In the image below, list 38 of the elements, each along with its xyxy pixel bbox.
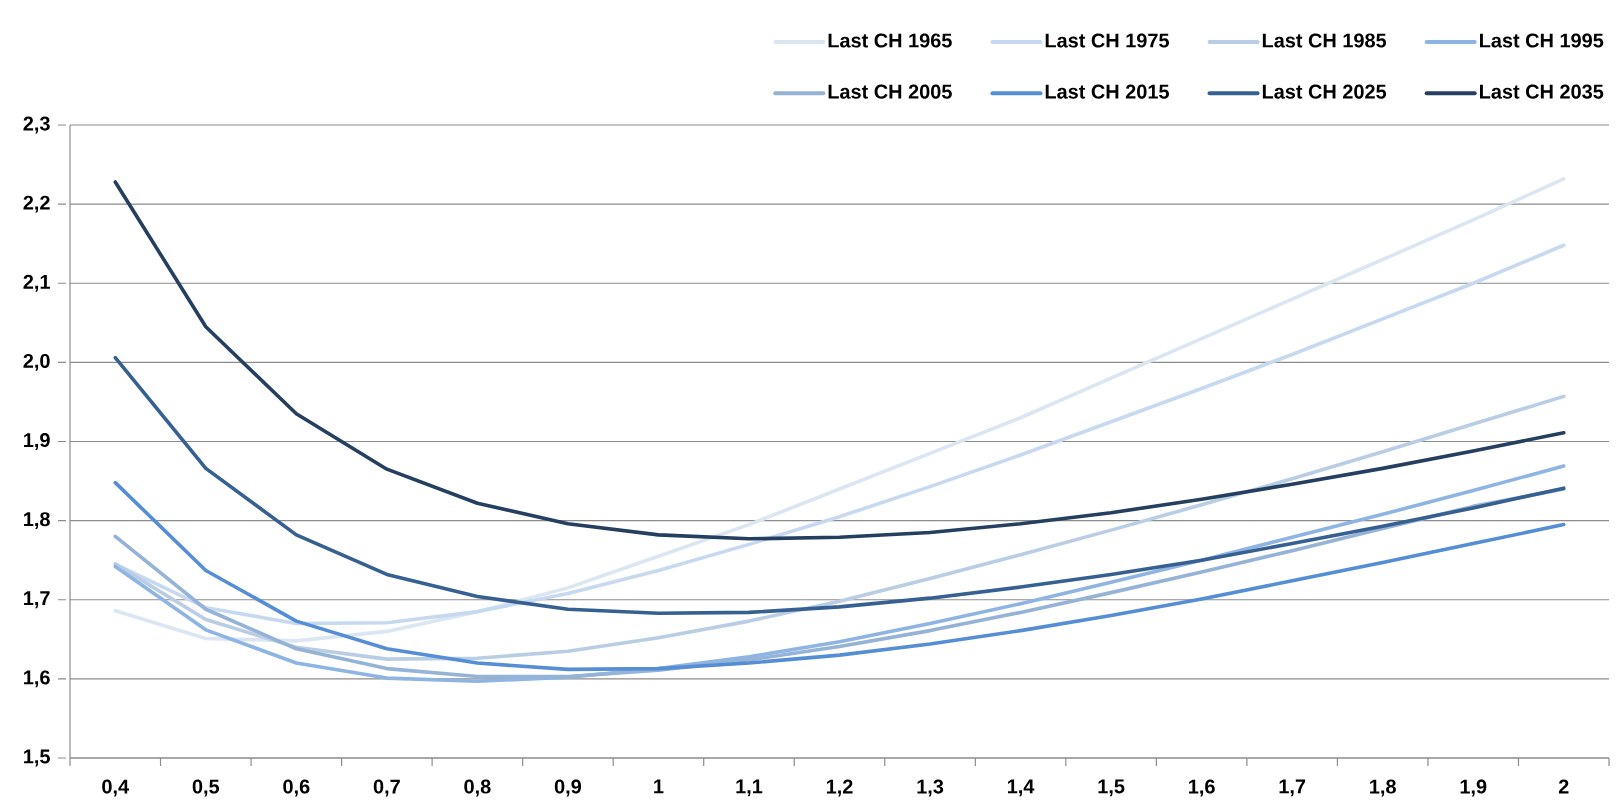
y-tick-label: 1,7 <box>24 591 50 609</box>
x-tick-label: 1,9 <box>1460 779 1487 797</box>
x-tick-label: 0,5 <box>192 779 220 797</box>
y-tick-label: 2,1 <box>23 274 50 292</box>
x-tick-label: 1,1 <box>736 779 763 797</box>
legend-label: Last CH 2025 <box>1262 84 1387 99</box>
x-tick-label: 1,5 <box>1098 779 1125 797</box>
legend-label: Last CH 1995 <box>1480 33 1604 48</box>
x-tick-label: 0,8 <box>464 779 491 797</box>
x-tick-label: 0,7 <box>373 779 400 797</box>
x-tick-label: 1,6 <box>1189 779 1215 797</box>
x-tick-label: 1,4 <box>1007 779 1035 797</box>
legend-label: Last CH 1975 <box>1045 33 1169 48</box>
x-tick-label: 2 <box>1558 779 1569 794</box>
y-tick-label: 1,9 <box>24 433 50 450</box>
x-tick-label: 1,8 <box>1370 779 1396 797</box>
line-series <box>113 180 1566 541</box>
y-tick-label: 1,8 <box>24 512 50 530</box>
legend-label: Last CH 2015 <box>1045 84 1169 99</box>
x-tick-label: 0,4 <box>102 779 129 797</box>
x-tick-label: 1,2 <box>826 779 853 797</box>
x-tick-label: 1,3 <box>917 779 944 797</box>
y-tick-label: 2,3 <box>23 116 50 134</box>
line-series <box>113 355 1566 615</box>
line-series <box>113 177 1566 643</box>
legend-label: Last CH 2035 <box>1480 84 1604 99</box>
x-tick-label: 0,9 <box>554 779 582 797</box>
legend-label: Last CH 2005 <box>828 84 952 99</box>
y-tick-label: 2,2 <box>23 195 50 213</box>
legend-label: Last CH 1985 <box>1262 33 1387 48</box>
y-tick-label: 1,5 <box>24 749 50 767</box>
x-tick-label: 1,7 <box>1279 779 1306 797</box>
y-tick-label: 2,0 <box>23 353 50 371</box>
legend-label: Last CH 1965 <box>828 33 952 48</box>
x-tick-label: 1 <box>654 779 664 794</box>
y-tick-label: 1,6 <box>24 670 50 688</box>
line-series <box>113 394 1566 661</box>
x-tick-label: 0,6 <box>283 779 310 797</box>
